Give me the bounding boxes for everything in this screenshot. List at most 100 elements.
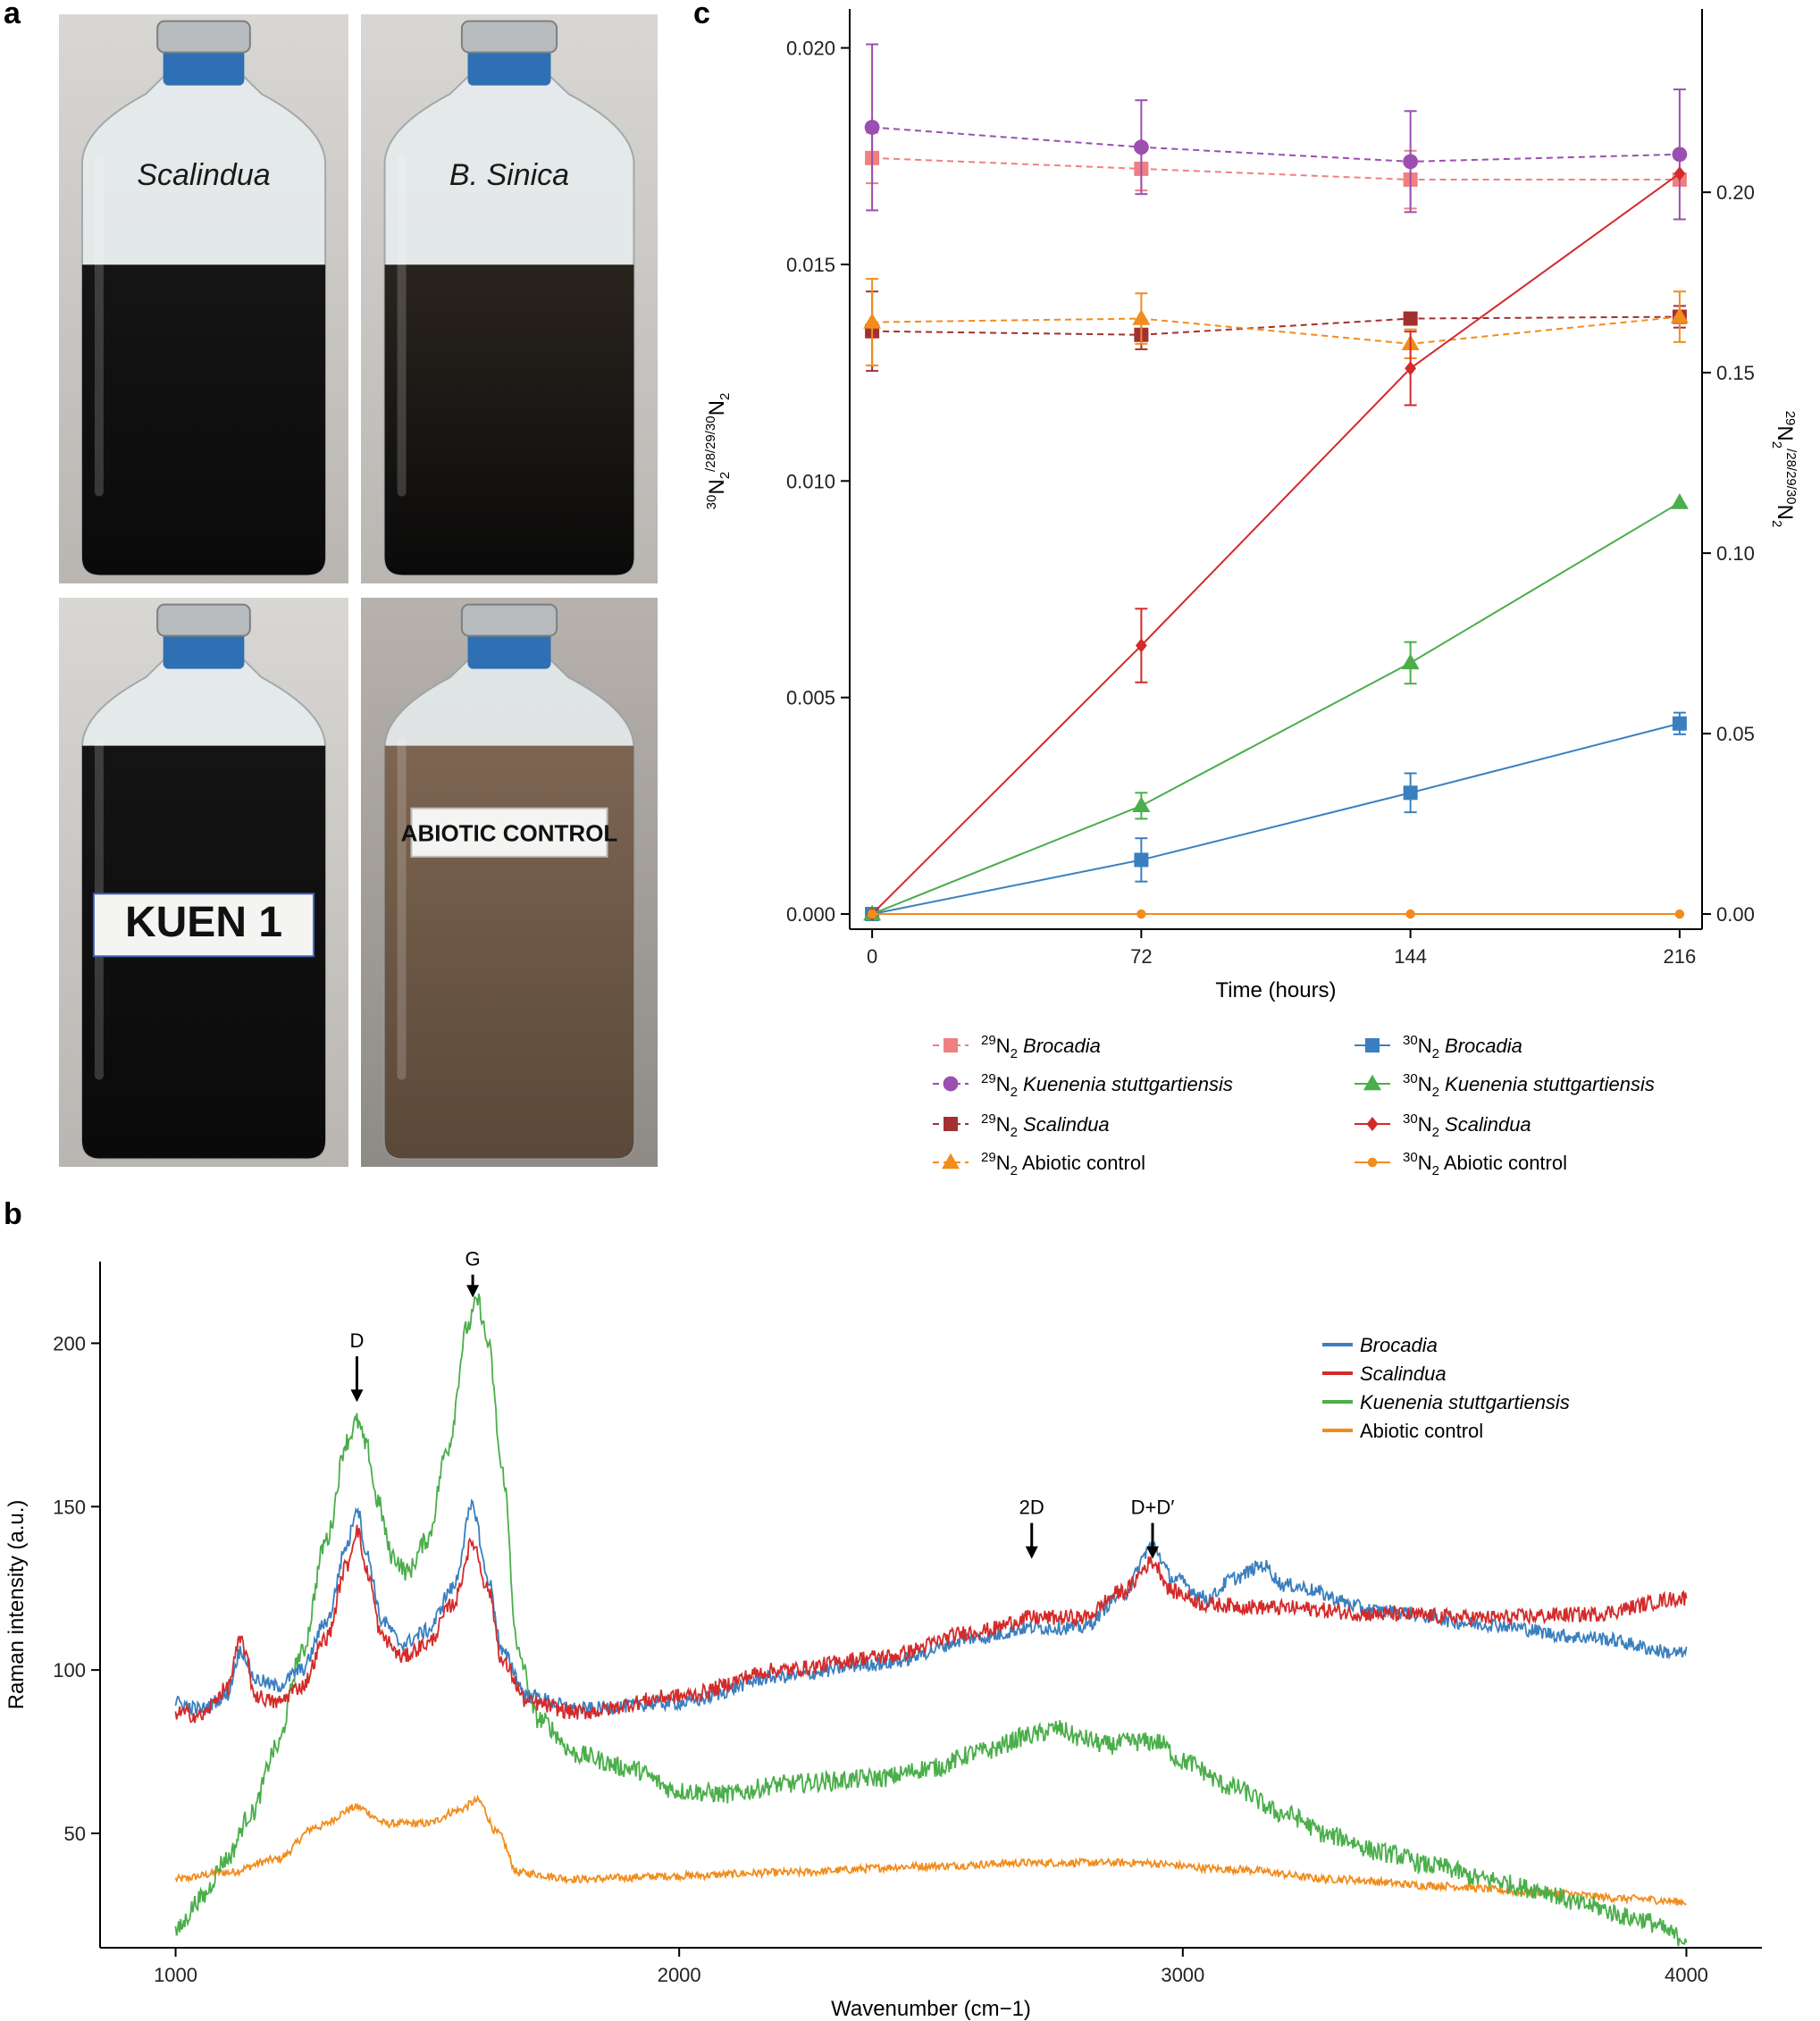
bottle-photo: B. Sinica [361, 14, 658, 583]
y-axis-title: Raman intensity (a.u.) [4, 1500, 29, 1710]
x-tick-label: 0 [867, 945, 877, 968]
series-30-brocadia [865, 711, 1687, 922]
bottle-photo: KUEN 1 [59, 598, 348, 1167]
panel-label-a: a [4, 0, 21, 30]
y-tick-label: 100 [53, 1659, 86, 1681]
series-29-kuenenia-stuttgartiensis [864, 43, 1688, 221]
legend-label: 29N2 Kuenenia stuttgartiensis [981, 1071, 1233, 1100]
spectrum-scalindua [174, 1524, 1688, 1723]
series-29-brocadia [865, 131, 1687, 210]
bottle-neck-seal [467, 46, 551, 86]
data-point [1405, 361, 1417, 376]
bottle-photo: ABIOTIC CONTROL [361, 598, 658, 1167]
data-point [867, 909, 877, 919]
data-point [1403, 154, 1419, 170]
x-tick-label: 72 [1130, 945, 1152, 968]
data-point [1673, 166, 1686, 181]
bottle-neck-seal [467, 629, 551, 669]
legend-item: 29N2 Kuenenia stuttgartiensis [933, 1071, 1233, 1100]
data-point [1135, 638, 1147, 653]
legend-marker [943, 1076, 959, 1092]
data-point [1672, 147, 1688, 163]
bottle-label-text: ABIOTIC CONTROL [401, 820, 618, 847]
bottle-illustration: Scalindua [59, 14, 348, 583]
data-point [1670, 493, 1689, 509]
series-30-kuenenia-stuttgartiensis [863, 493, 1689, 921]
chart-b-annotations: D G 2D D+D′ [350, 1248, 1175, 1559]
series-line [871, 501, 1681, 915]
x-axis-title: Time (hours) [1215, 978, 1336, 1002]
legend-label: 29N2 Scalindua [981, 1111, 1110, 1140]
data-point [1670, 307, 1689, 323]
series-29-scalindua [865, 290, 1687, 373]
legend-label: 30N2 Abiotic control [1403, 1150, 1567, 1178]
peak-annotation: G [465, 1248, 481, 1298]
bottle-sticker [410, 807, 608, 858]
bottle-liquid [384, 264, 634, 575]
bottle-cap [156, 20, 251, 54]
legend-item: Brocadia [1322, 1334, 1438, 1356]
x-tick-label: 216 [1664, 945, 1697, 968]
isotope-time-series-chart: 0.000 0.005 0.010 0.015 0.020 0.00 0.05 0.10 0.1… [703, 9, 1799, 1178]
peak-label: G [465, 1248, 481, 1270]
data-point [1134, 852, 1149, 868]
legend-marker [1363, 1074, 1381, 1091]
series-line [872, 315, 1680, 345]
data-point [1672, 716, 1687, 731]
peak-annotation: D+D′ [1131, 1497, 1175, 1559]
data-point [1674, 909, 1685, 919]
glass-highlight [94, 155, 104, 497]
legend-label: Kuenenia stuttgartiensis [1360, 1391, 1570, 1413]
data-point [1133, 139, 1149, 155]
y-left-tick-label: 0.015 [786, 254, 835, 276]
chart-c-legend: 29N2 Brocadia 29N2 Kuenenia stuttgartiens… [933, 1033, 1655, 1178]
peak-annotation: D [350, 1329, 364, 1403]
legend-marker [944, 1038, 958, 1052]
legend-item: Kuenenia stuttgartiensis [1322, 1391, 1570, 1413]
data-point [1403, 785, 1418, 801]
data-point [1403, 311, 1418, 326]
glass-highlight [397, 155, 407, 497]
y-left-tick-label: 0.000 [786, 903, 835, 926]
x-axis-title: Wavenumber (cm−1) [831, 1997, 1031, 2021]
series-line [872, 126, 1680, 163]
glass-highlight [397, 738, 407, 1080]
peak-label: D+D′ [1131, 1497, 1175, 1519]
legend-item: 30N2 Brocadia [1355, 1033, 1522, 1061]
y-right-tick-label: 0.05 [1716, 723, 1755, 745]
y-tick-label: 50 [64, 1823, 86, 1845]
y-right-tick-label: 0.20 [1716, 181, 1755, 204]
data-point [1401, 653, 1420, 670]
chart-b-axes: 50 100 150 200 1000 2000 3000 4000 Wavenumber (c… [4, 1262, 1762, 2021]
bottle-label-text: Scalindua [137, 158, 270, 192]
bottle-illustration: KUEN 1 [59, 598, 348, 1167]
y-left-tick-label: 0.020 [786, 38, 835, 60]
y-tick-label: 200 [53, 1332, 86, 1354]
series-line [872, 315, 1680, 336]
bottle-cap [156, 603, 251, 637]
legend-item: 29N2 Scalindua [933, 1111, 1110, 1140]
peak-arrow-head [466, 1285, 480, 1298]
legend-item: 29N2 Abiotic control [933, 1150, 1145, 1178]
legend-marker [942, 1153, 960, 1170]
data-point [864, 120, 880, 135]
y-tick-label: 150 [53, 1496, 86, 1518]
spectrum-abiotic-control [174, 1794, 1687, 1907]
bottle-illustration: B. Sinica [361, 14, 658, 583]
series-line [871, 172, 1681, 915]
chart-c-axes: 0.000 0.005 0.010 0.015 0.020 0.00 0.05 0.10 0.1… [703, 9, 1799, 1002]
y-left-tick-label: 0.010 [786, 470, 835, 492]
chart-c-series [863, 43, 1689, 922]
y-right-axis-title: 29N2/28/29/30N2 [1769, 411, 1799, 528]
panel-label-b: b [4, 1197, 22, 1231]
bottle-neck-seal [163, 46, 245, 86]
legend-item: 30N2 Kuenenia stuttgartiensis [1355, 1071, 1655, 1100]
bottle-neck-seal [163, 629, 245, 669]
x-tick-label: 144 [1394, 945, 1427, 968]
bottle-label-text: B. Sinica [449, 158, 569, 192]
peak-arrow-head [1146, 1546, 1159, 1559]
bottle-photo: Scalindua [59, 14, 348, 583]
bottle-cap [460, 603, 558, 637]
peak-arrow-head [350, 1389, 364, 1403]
x-tick-label: 3000 [1161, 1964, 1204, 1986]
